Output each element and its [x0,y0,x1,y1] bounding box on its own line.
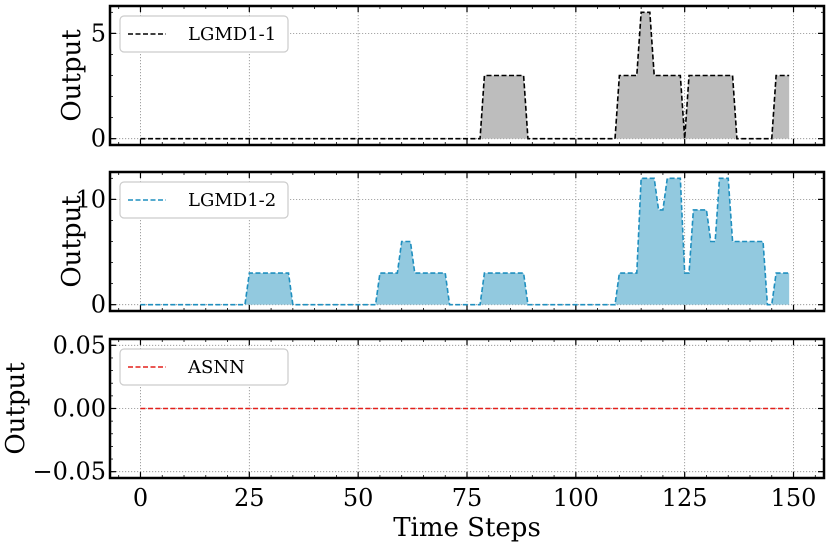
x-tick-label: 25 [234,484,265,512]
legend: LGMD1-2 [119,181,289,219]
series-area-2 [140,178,790,305]
y-tick-label: −0.05 [32,458,106,486]
x-tick-label: 100 [553,484,599,512]
series-line-2 [140,177,790,306]
series-area-1 [140,12,790,139]
x-tick-label: 125 [662,484,708,512]
y-tick-label: 0 [91,125,106,153]
legend-box [119,181,289,219]
legend-label: LGMD1-2 [188,190,276,211]
y-axis-label: Output [57,29,87,122]
y-tick-label: 0.05 [53,331,106,359]
x-tick-label: 75 [452,484,483,512]
legend-label: ASNN [187,357,245,378]
y-tick-label: 10 [75,185,106,213]
y-tick-label: 5 [91,19,106,47]
y-tick-label: 0 [91,291,106,319]
axes-frame [108,170,826,313]
x-tick-label: 0 [133,484,148,512]
x-tick-label: 150 [771,484,817,512]
y-axis-label: Output [1,362,31,455]
legend: ASNN [119,348,289,386]
legend-box [119,348,289,386]
legend: LGMD1-1 [119,15,289,53]
legend-box [119,15,289,53]
y-tick-label: 0.00 [53,395,106,423]
series-line-1 [140,11,790,140]
axes-frame [108,337,826,480]
axes-frame [108,4,826,147]
legend-label: LGMD1-1 [188,24,276,45]
y-axis-label: Output [57,195,87,288]
x-axis-label: Time Steps [393,513,541,543]
x-tick-label: 50 [343,484,374,512]
